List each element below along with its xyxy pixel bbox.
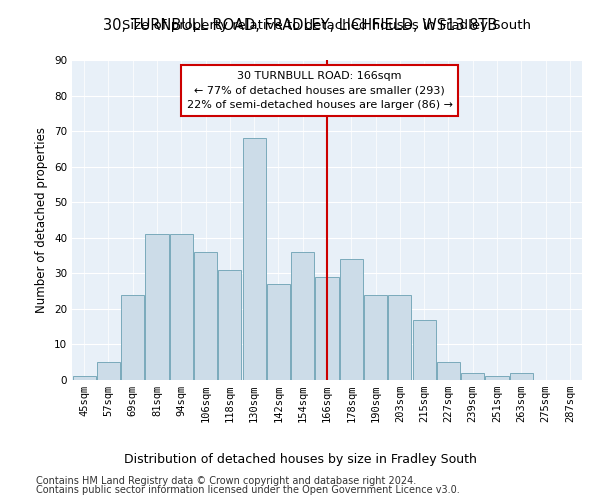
Bar (121, 294, 144, 380)
Bar (145, 234, 169, 380)
Bar (388, 294, 412, 380)
Text: 30 TURNBULL ROAD: 166sqm
← 77% of detached houses are smaller (293)
22% of semi-: 30 TURNBULL ROAD: 166sqm ← 77% of detach… (187, 70, 453, 110)
Bar (194, 252, 217, 380)
Bar (218, 270, 241, 380)
Bar (316, 277, 338, 380)
Y-axis label: Number of detached properties: Number of detached properties (35, 127, 49, 313)
Bar (364, 294, 387, 380)
Bar (413, 320, 436, 380)
Bar (242, 138, 266, 380)
Bar (340, 259, 363, 380)
Text: 30, TURNBULL ROAD, FRADLEY, LICHFIELD, WS13 8TB: 30, TURNBULL ROAD, FRADLEY, LICHFIELD, W… (103, 18, 497, 32)
Bar (291, 252, 314, 380)
Bar (97, 362, 120, 380)
Bar (461, 373, 484, 380)
Bar (267, 284, 290, 380)
Title: Size of property relative to detached houses in Fradley South: Size of property relative to detached ho… (122, 20, 532, 32)
Bar (170, 234, 193, 380)
Text: Contains public sector information licensed under the Open Government Licence v3: Contains public sector information licen… (36, 485, 460, 495)
Text: Contains HM Land Registry data © Crown copyright and database right 2024.: Contains HM Land Registry data © Crown c… (36, 476, 416, 486)
Bar (73, 376, 95, 380)
Text: Distribution of detached houses by size in Fradley South: Distribution of detached houses by size … (124, 452, 476, 466)
Bar (485, 376, 509, 380)
Bar (510, 373, 533, 380)
Bar (437, 362, 460, 380)
